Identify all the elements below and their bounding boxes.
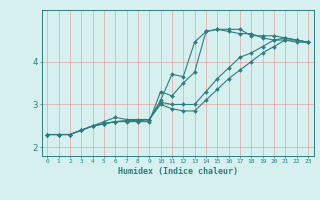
X-axis label: Humidex (Indice chaleur): Humidex (Indice chaleur) xyxy=(118,167,237,176)
